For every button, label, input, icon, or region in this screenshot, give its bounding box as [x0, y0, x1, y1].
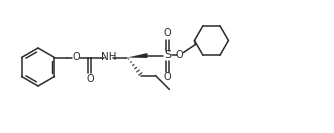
- Text: O: O: [87, 74, 94, 84]
- Text: O: O: [164, 28, 171, 38]
- Text: S: S: [164, 51, 171, 61]
- Text: O: O: [164, 72, 171, 82]
- Polygon shape: [128, 53, 147, 58]
- Text: NH: NH: [101, 51, 116, 61]
- Text: O: O: [176, 49, 183, 59]
- Text: O: O: [72, 53, 80, 63]
